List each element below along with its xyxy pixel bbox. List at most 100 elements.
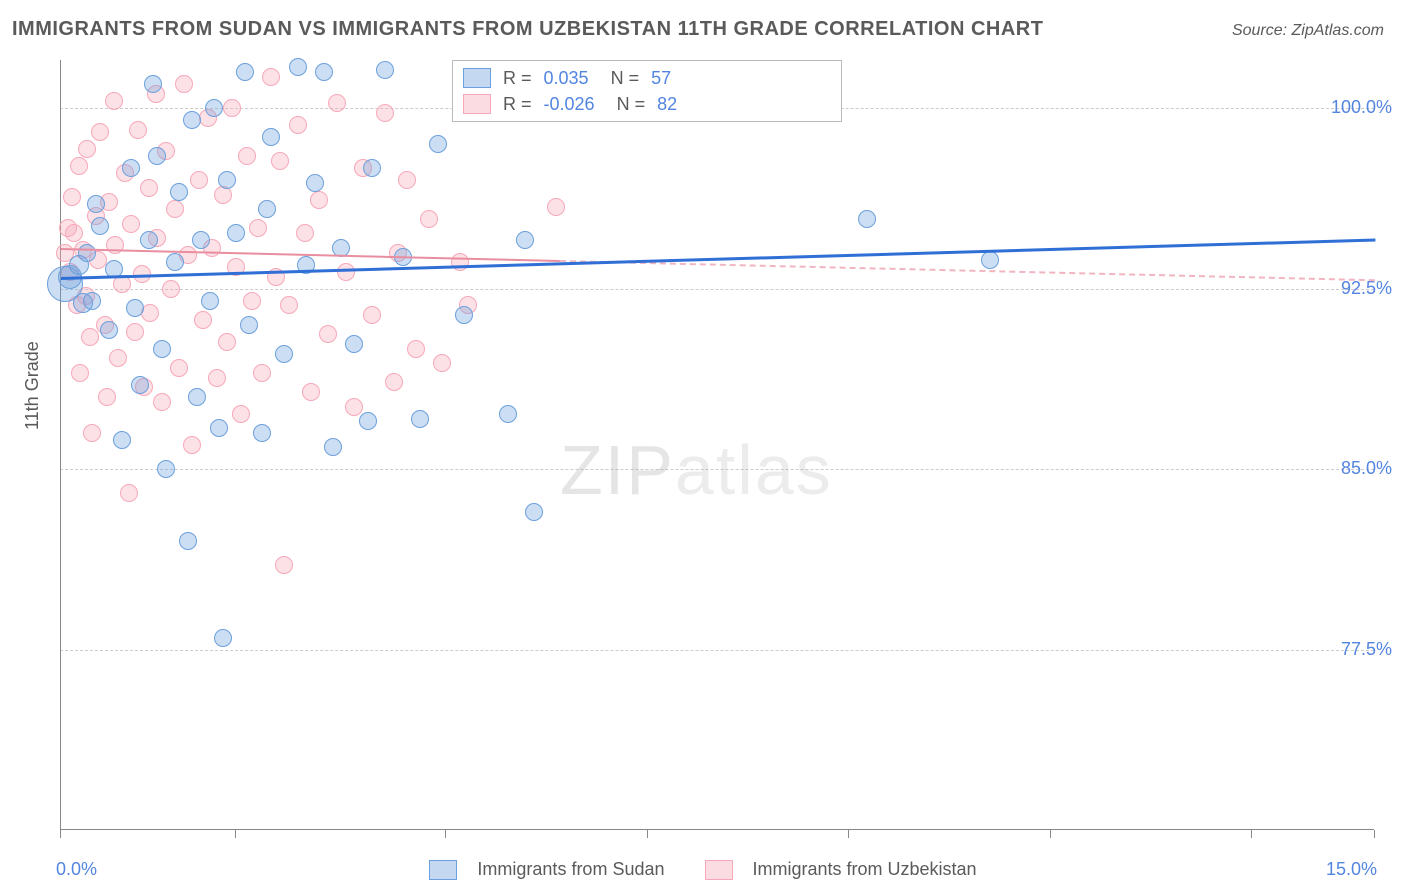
x-tick <box>1050 830 1051 838</box>
data-point <box>83 292 101 310</box>
chart-title: IMMIGRANTS FROM SUDAN VS IMMIGRANTS FROM… <box>12 18 1043 41</box>
data-point <box>194 311 212 329</box>
data-point <box>547 198 565 216</box>
data-point <box>162 280 180 298</box>
plot-inner <box>61 60 1374 829</box>
data-point <box>376 104 394 122</box>
data-point <box>63 188 81 206</box>
legend-text: R = -0.026 N = 82 <box>503 94 677 115</box>
source-prefix: Source: <box>1232 22 1292 39</box>
legend-series: Immigrants from Sudan Immigrants from Uz… <box>0 859 1406 880</box>
data-point <box>78 244 96 262</box>
data-point <box>170 359 188 377</box>
legend-swatch-blue <box>429 860 457 880</box>
data-point <box>205 99 223 117</box>
data-point <box>420 210 438 228</box>
data-point <box>223 99 241 117</box>
x-tick <box>445 830 446 838</box>
data-point <box>385 373 403 391</box>
data-point <box>981 251 999 269</box>
data-point <box>238 147 256 165</box>
data-point <box>183 436 201 454</box>
data-point <box>153 393 171 411</box>
legend-item: Immigrants from Uzbekistan <box>705 859 977 880</box>
data-point <box>376 61 394 79</box>
data-point <box>262 68 280 86</box>
data-point <box>280 296 298 314</box>
data-point <box>525 503 543 521</box>
data-point <box>87 195 105 213</box>
x-tick <box>60 830 61 838</box>
data-point <box>71 364 89 382</box>
data-point <box>81 328 99 346</box>
data-point <box>120 484 138 502</box>
data-point <box>98 388 116 406</box>
data-point <box>310 191 328 209</box>
data-point <box>179 532 197 550</box>
x-tick <box>1374 830 1375 838</box>
data-point <box>148 147 166 165</box>
data-point <box>105 92 123 110</box>
data-point <box>91 123 109 141</box>
data-point <box>153 340 171 358</box>
data-point <box>227 224 245 242</box>
legend-item: Immigrants from Sudan <box>429 859 664 880</box>
x-tick <box>647 830 648 838</box>
data-point <box>218 171 236 189</box>
data-point <box>106 236 124 254</box>
trend-line <box>61 238 1375 279</box>
data-point <box>208 369 226 387</box>
x-tick <box>1251 830 1252 838</box>
data-point <box>345 335 363 353</box>
data-point <box>131 376 149 394</box>
data-point <box>289 58 307 76</box>
r-value: 0.035 <box>544 68 589 89</box>
data-point <box>253 364 271 382</box>
data-point <box>157 460 175 478</box>
data-point <box>218 333 236 351</box>
y-axis-label: 11th Grade <box>22 341 43 430</box>
data-point <box>306 174 324 192</box>
legend-swatch-pink <box>463 94 491 114</box>
data-point <box>140 179 158 197</box>
data-point <box>411 410 429 428</box>
data-point <box>262 128 280 146</box>
legend-row: R = 0.035 N = 57 <box>453 65 841 91</box>
data-point <box>140 231 158 249</box>
data-point <box>129 121 147 139</box>
r-label: R = <box>503 68 532 89</box>
data-point <box>429 135 447 153</box>
x-tick <box>848 830 849 838</box>
data-point <box>407 340 425 358</box>
data-point <box>253 424 271 442</box>
data-point <box>78 140 96 158</box>
data-point <box>289 116 307 134</box>
n-value: 57 <box>651 68 671 89</box>
n-label: N = <box>617 94 646 115</box>
trend-line <box>560 260 1375 281</box>
data-point <box>166 253 184 271</box>
legend-correlation-box: R = 0.035 N = 57 R = -0.026 N = 82 <box>452 60 842 122</box>
data-point <box>201 292 219 310</box>
data-point <box>296 224 314 242</box>
data-point <box>144 75 162 93</box>
data-point <box>236 63 254 81</box>
x-tick <box>235 830 236 838</box>
data-point <box>190 171 208 189</box>
legend-row: R = -0.026 N = 82 <box>453 91 841 117</box>
data-point <box>315 63 333 81</box>
data-point <box>258 200 276 218</box>
data-point <box>359 412 377 430</box>
data-point <box>398 171 416 189</box>
data-point <box>433 354 451 372</box>
data-point <box>275 556 293 574</box>
data-point <box>455 306 473 324</box>
data-point <box>100 321 118 339</box>
data-point <box>188 388 206 406</box>
data-point <box>328 94 346 112</box>
data-point <box>240 316 258 334</box>
legend-label: Immigrants from Sudan <box>477 859 664 880</box>
data-point <box>192 231 210 249</box>
source-label: Source: ZipAtlas.com <box>1232 22 1384 40</box>
data-point <box>70 157 88 175</box>
